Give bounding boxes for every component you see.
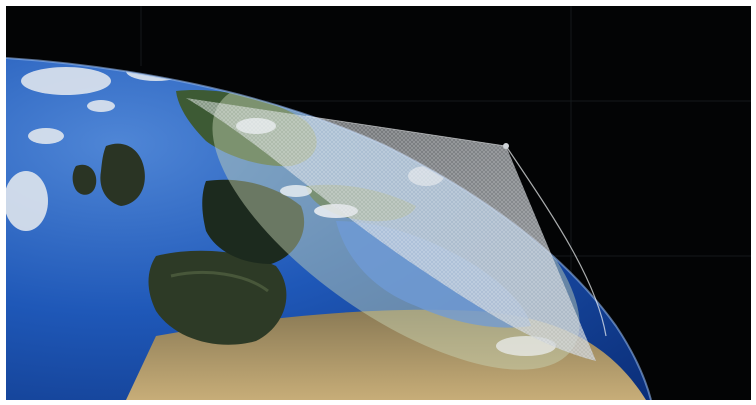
great-britain-land bbox=[100, 143, 145, 206]
satellite-apex bbox=[503, 143, 509, 149]
france-land bbox=[202, 179, 305, 264]
earth-scene bbox=[6, 6, 751, 400]
coverage-cone bbox=[186, 98, 607, 361]
render-viewport bbox=[6, 6, 751, 400]
ireland-land bbox=[72, 164, 97, 195]
